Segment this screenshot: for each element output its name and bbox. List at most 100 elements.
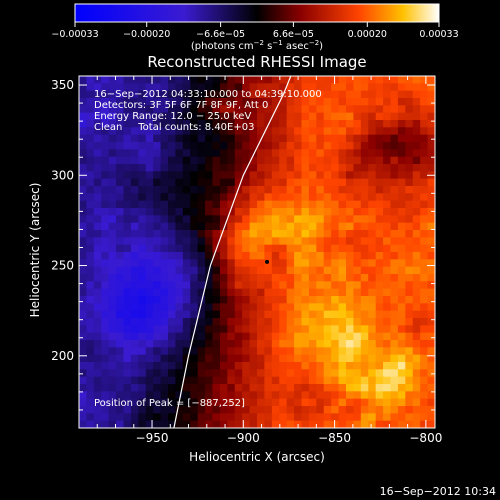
- heatmap-cell: [346, 413, 354, 422]
- heatmap-cell: [420, 134, 428, 143]
- heatmap-cell: [390, 252, 399, 260]
- heatmap-cell: [279, 266, 288, 275]
- heatmap-cell: [249, 200, 258, 209]
- heatmap-cell: [346, 266, 354, 275]
- heatmap-cell: [331, 288, 339, 297]
- heatmap-cell: [271, 406, 280, 414]
- heatmap-cell: [271, 215, 280, 224]
- heatmap-cell: [397, 208, 406, 216]
- heatmap-cell: [101, 391, 110, 400]
- heatmap-cell: [286, 413, 295, 422]
- heatmap-cell: [205, 112, 213, 121]
- heatmap-cell: [323, 120, 332, 128]
- heatmap-cell: [116, 83, 124, 92]
- heatmap-cell: [86, 340, 95, 348]
- heatmap-cell: [116, 259, 124, 268]
- heatmap-cell: [257, 252, 265, 260]
- colorbar-tick-label: 0.00033: [419, 29, 458, 40]
- heatmap-cell: [360, 369, 369, 378]
- heatmap-cell: [227, 134, 236, 143]
- heatmap-cell: [390, 142, 399, 150]
- heatmap-cell: [160, 215, 169, 224]
- heatmap-cell: [397, 83, 406, 92]
- heatmap-cell: [205, 208, 213, 216]
- heatmap-cell: [130, 369, 139, 378]
- heatmap-cell: [331, 384, 339, 392]
- heatmap-cell: [145, 98, 154, 106]
- heatmap-cell: [346, 325, 354, 334]
- heatmap-cell: [286, 208, 295, 216]
- heatmap-cell: [368, 354, 377, 363]
- heatmap-cell: [175, 149, 184, 158]
- heatmap-cell: [182, 274, 191, 282]
- heatmap-cell: [190, 274, 199, 282]
- heatmap-cell: [264, 105, 273, 114]
- heatmap-cell: [190, 398, 199, 407]
- heatmap-cell: [168, 376, 176, 385]
- heatmap-cell: [190, 376, 199, 385]
- heatmap-cell: [323, 398, 332, 407]
- x-tick-label: −950: [136, 431, 169, 445]
- heatmap-cell: [338, 384, 347, 392]
- heatmap-cell: [405, 222, 414, 231]
- heatmap-cell: [190, 193, 199, 202]
- heatmap-cell: [316, 230, 325, 238]
- heatmap-cell: [197, 112, 206, 121]
- heatmap-cell: [427, 164, 435, 172]
- heatmap-cell: [175, 252, 184, 260]
- heatmap-cell: [138, 420, 147, 428]
- heatmap-cell: [390, 296, 399, 304]
- heatmap-cell: [264, 318, 273, 326]
- heatmap-cell: [175, 332, 184, 341]
- heatmap-cell: [138, 230, 147, 238]
- heatmap-cell: [308, 340, 317, 348]
- heatmap-cell: [182, 347, 191, 356]
- heatmap-cell: [93, 120, 102, 128]
- heatmap-cell: [331, 318, 339, 326]
- heatmap-cell: [257, 325, 265, 334]
- heatmap-cell: [338, 332, 347, 341]
- heatmap-cell: [383, 90, 391, 99]
- heatmap-cell: [212, 288, 221, 297]
- heatmap-cell: [383, 398, 391, 407]
- heatmap-cell: [227, 105, 236, 114]
- heatmap-cell: [168, 134, 176, 143]
- heatmap-cell: [138, 281, 147, 290]
- heatmap-cell: [153, 259, 161, 268]
- heatmap-cell: [242, 193, 250, 202]
- heatmap-cell: [338, 288, 347, 297]
- heatmap-cell: [294, 244, 302, 253]
- heatmap-cell: [397, 362, 406, 370]
- heatmap-cell: [197, 156, 206, 165]
- heatmap-cell: [375, 354, 384, 363]
- heatmap-cell: [249, 237, 258, 246]
- heatmap-cell: [353, 178, 362, 187]
- heatmap-cell: [153, 76, 161, 84]
- heatmap-cell: [323, 200, 332, 209]
- heatmap-cell: [93, 318, 102, 326]
- heatmap-cell: [323, 318, 332, 326]
- heatmap-cell: [264, 398, 273, 407]
- peak-marker: [265, 259, 270, 264]
- heatmap-cell: [160, 391, 169, 400]
- heatmap-cell: [301, 76, 310, 84]
- heatmap-cell: [219, 222, 228, 231]
- heatmap-cell: [249, 376, 258, 385]
- heatmap-cell: [397, 406, 406, 414]
- heatmap-cell: [308, 83, 317, 92]
- solar-limb-curve: [173, 76, 292, 428]
- heatmap-cell: [323, 325, 332, 334]
- heatmap-cell: [271, 193, 280, 202]
- heatmap-cell: [219, 112, 228, 121]
- heatmap-cell: [286, 274, 295, 282]
- heatmap-cell: [145, 76, 154, 84]
- heatmap-cell: [353, 112, 362, 121]
- heatmap-cell: [227, 193, 236, 202]
- heatmap-cell: [212, 303, 221, 312]
- heatmap-cell: [160, 413, 169, 422]
- heatmap-cell: [316, 274, 325, 282]
- heatmap-cell: [212, 340, 221, 348]
- heatmap-cell: [219, 164, 228, 172]
- heatmap-cell: [420, 354, 428, 363]
